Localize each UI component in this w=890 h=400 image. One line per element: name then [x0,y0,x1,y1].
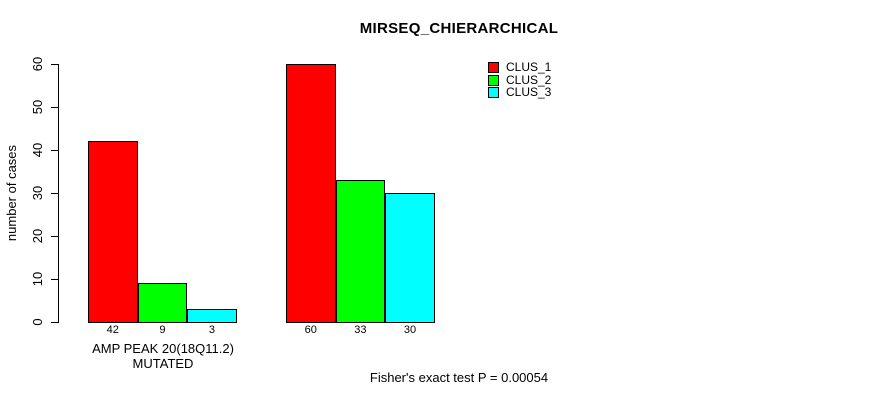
bar-clus_1-group2 [286,64,336,323]
bar-clus_1-group1 [88,141,138,323]
y-tick [51,235,58,237]
bar-value-label: 3 [208,324,216,336]
y-tick [51,106,58,108]
y-tick-label: 10 [30,271,45,287]
y-tick-label: 50 [30,99,45,115]
legend-label: CLUS_2 [506,72,552,87]
legend-swatch [488,62,499,73]
legend-swatch [488,74,499,86]
y-tick-label: 20 [30,228,45,244]
chart-title: MIRSEQ_CHIERARCHICAL [359,20,559,37]
y-tick-label: 30 [30,185,45,201]
bar-value-label: 30 [403,324,417,336]
y-tick [51,192,58,194]
bar-clus_2-group2 [335,180,386,323]
y-tick-label: 60 [30,56,45,72]
legend-label: CLUS_1 [506,60,552,74]
bar-value-label: 60 [304,324,317,336]
y-axis-line [58,64,59,323]
y-tick-label: 0 [30,318,45,326]
y-tick-label: 40 [30,142,45,158]
bar-clus_3-group1 [187,309,237,323]
y-tick [51,63,58,65]
bar-value-label: 9 [159,324,166,336]
annotation-text: Fisher's exact test P = 0.00054 [369,370,549,385]
bar-clus_2-group1 [137,283,188,323]
x-group-label: AMP PEAK 20(18Q11.2) MUTATED [92,341,234,371]
bar-clus_3-group2 [385,193,435,323]
y-axis-label: number of cases [4,144,19,242]
bar-value-label: 33 [354,324,367,336]
legend-label: CLUS_3 [506,85,552,100]
bar-value-label: 42 [106,324,119,336]
y-tick [51,321,58,323]
y-tick [51,278,58,280]
y-tick [51,149,58,151]
legend-swatch [488,87,499,99]
